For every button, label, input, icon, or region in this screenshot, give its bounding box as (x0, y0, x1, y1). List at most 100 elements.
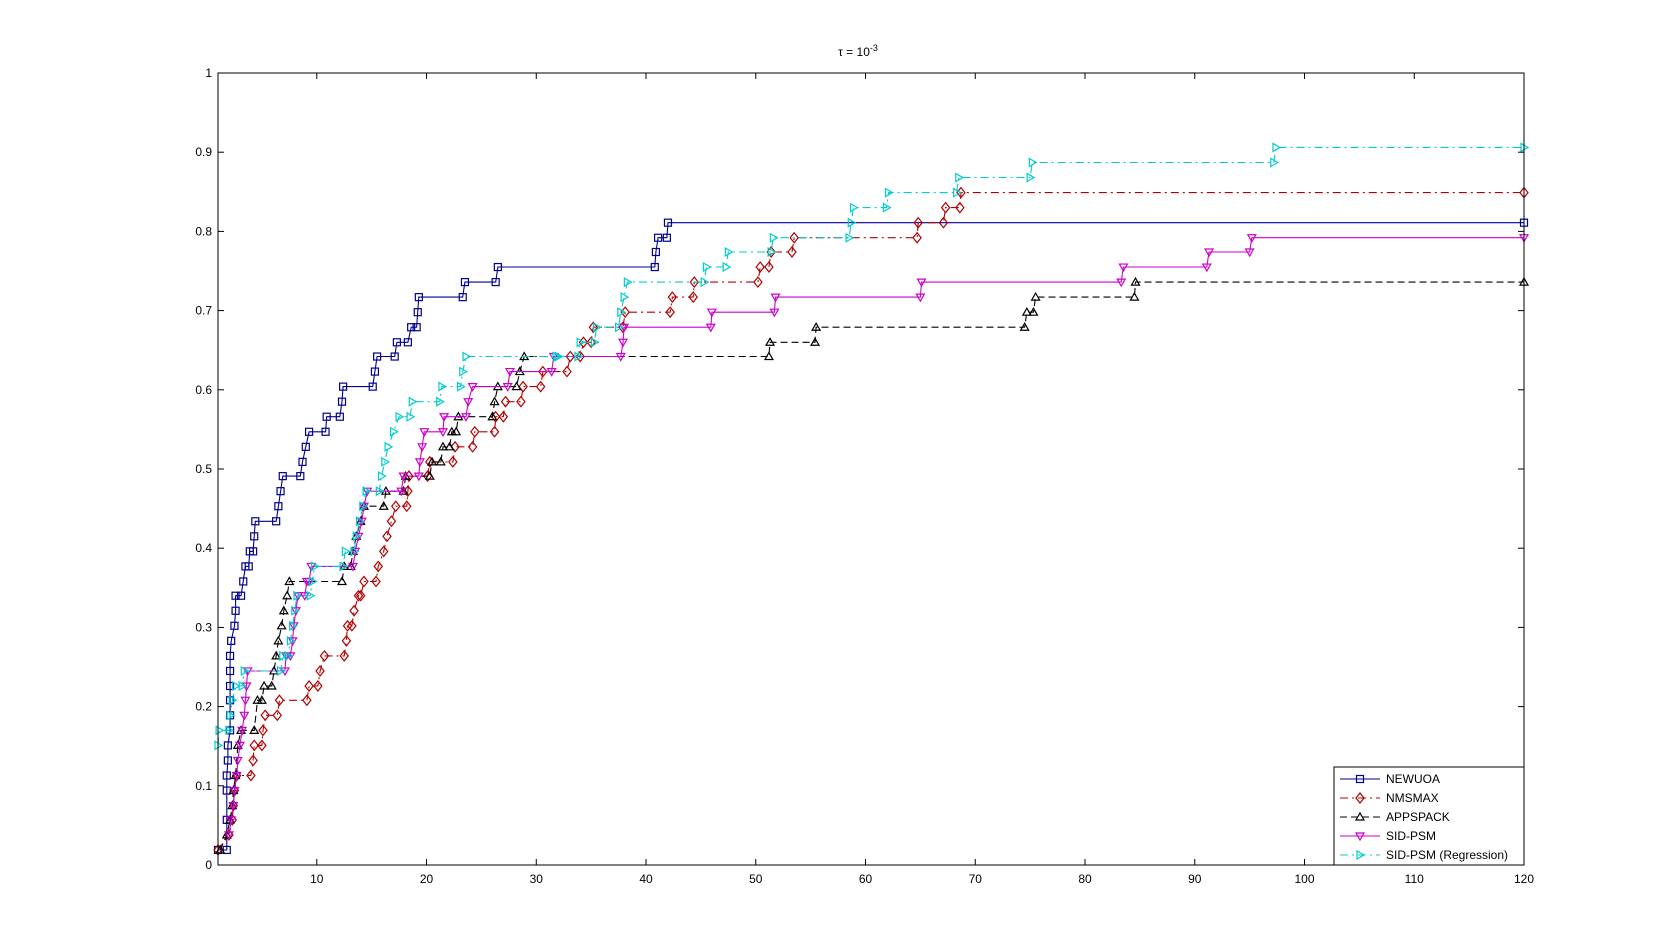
data-point (414, 293, 423, 302)
data-point (240, 665, 250, 676)
data-point (554, 351, 564, 362)
data-point (706, 308, 717, 318)
x-tick-label: 100 (1294, 872, 1314, 886)
data-point (368, 382, 377, 391)
x-tick-label: 20 (420, 872, 434, 886)
data-point (231, 606, 240, 615)
data-point (546, 367, 557, 377)
data-point (651, 247, 660, 257)
data-point (504, 367, 515, 377)
data-point (339, 561, 349, 572)
data-point (493, 262, 502, 272)
data-point (373, 352, 382, 361)
data-point (347, 562, 359, 572)
x-tick-label: 120 (1514, 872, 1534, 886)
data-point (460, 413, 472, 422)
data-point (244, 562, 253, 571)
y-tick-label: 0.3 (195, 620, 212, 634)
data-point (435, 456, 446, 466)
data-point (615, 352, 626, 362)
legend-marker (1354, 811, 1366, 821)
data-point (436, 396, 445, 407)
data-point (489, 396, 500, 406)
data-point (1118, 263, 1129, 273)
data-point (1019, 322, 1030, 331)
data-point (456, 381, 466, 392)
data-point (955, 201, 965, 214)
data-point (424, 470, 435, 480)
data-point (915, 293, 926, 303)
data-point (955, 172, 965, 183)
data-point (588, 321, 599, 334)
data-point (284, 650, 294, 661)
data-point (273, 635, 284, 645)
data-point (239, 711, 250, 721)
legend-entry: SID-PSM (Regression) (1340, 848, 1508, 862)
data-point (1130, 276, 1141, 286)
data-point (653, 233, 663, 242)
data-point (849, 202, 859, 213)
data-point (462, 351, 472, 362)
data-point (617, 307, 626, 318)
data-point (259, 680, 270, 690)
data-point (272, 709, 283, 722)
data-point (266, 680, 277, 690)
data-point (371, 575, 381, 588)
data-point (225, 681, 235, 691)
y-tick-label: 0.1 (195, 779, 212, 793)
data-point (623, 277, 633, 288)
data-point (234, 741, 245, 751)
data-point (306, 590, 316, 601)
data-point (222, 771, 231, 780)
data-point (1116, 278, 1127, 288)
legend-entry: NMSMAX (1340, 791, 1439, 805)
data-point (663, 218, 673, 227)
data-point (916, 278, 927, 288)
data-point (339, 382, 348, 391)
data-point (1028, 157, 1038, 168)
x-tick-label: 40 (639, 872, 653, 886)
data-point (764, 261, 774, 274)
data-point (882, 202, 892, 213)
data-point (256, 695, 267, 704)
data-point (355, 589, 366, 602)
data-point (847, 217, 857, 228)
data-point (398, 472, 409, 482)
data-point (392, 338, 401, 347)
data-point (724, 246, 734, 258)
data-point (575, 350, 585, 363)
data-point (913, 216, 923, 229)
data-point (414, 458, 425, 468)
data-point (321, 427, 330, 436)
data-point (225, 666, 235, 676)
data-point (236, 591, 246, 600)
data-point (487, 411, 498, 421)
data-point (700, 277, 710, 288)
legend-label: NEWUOA (1386, 772, 1440, 786)
x-tick-label: 50 (749, 872, 763, 886)
data-point (438, 381, 448, 392)
data-point (614, 322, 624, 333)
data-point (313, 680, 323, 692)
legend-label: APPSPACK (1386, 810, 1450, 824)
data-point (271, 650, 282, 660)
data-point (215, 725, 225, 736)
data-point (378, 501, 389, 510)
data-point (767, 246, 777, 258)
data-point (789, 231, 799, 244)
data-point (425, 455, 435, 468)
data-point (491, 277, 500, 287)
data-point (231, 771, 242, 781)
data-point (276, 487, 285, 496)
data-point (246, 769, 256, 782)
data-point (352, 531, 362, 542)
data-point (274, 694, 285, 707)
data-point (284, 576, 295, 586)
data-point (319, 649, 330, 662)
data-point (341, 546, 351, 557)
legend-label: NMSMAX (1386, 791, 1439, 805)
legend: NEWUOA NMSMAX APPSPACK SID-PSM SID-PSM (Regr… (1333, 766, 1525, 866)
data-point (722, 262, 732, 273)
data-point (406, 411, 416, 422)
y-tick-label: 0.5 (195, 462, 212, 476)
